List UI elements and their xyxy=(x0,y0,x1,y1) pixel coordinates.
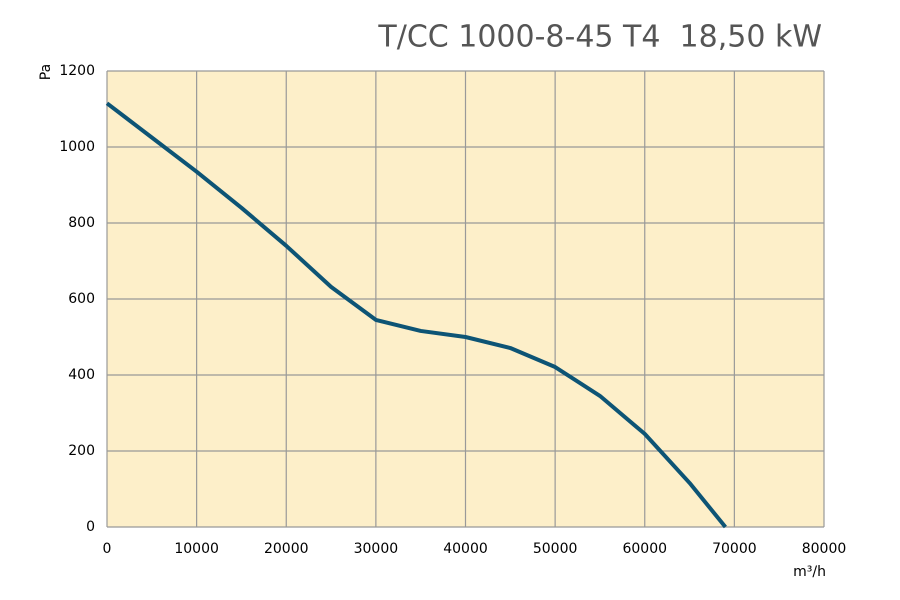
chart-title: T/CC 1000-8-45 T4 18,50 kW xyxy=(377,20,822,55)
x-tick-label: 80000 xyxy=(802,541,847,557)
x-tick-label: 60000 xyxy=(622,541,667,557)
x-tick-label: 70000 xyxy=(712,541,757,557)
data-line xyxy=(105,101,727,529)
x-tick-label: 0 xyxy=(103,541,112,557)
x-tick-label: 20000 xyxy=(264,541,309,557)
y-tick-label: 800 xyxy=(68,215,95,231)
x-tick-label: 40000 xyxy=(443,541,488,557)
y-axis-label: Pa xyxy=(38,64,54,80)
y-tick-label: 1200 xyxy=(59,63,95,79)
x-axis-label: m³/h xyxy=(793,564,826,580)
y-tick-label: 0 xyxy=(86,519,95,535)
y-tick-label: 200 xyxy=(68,443,95,459)
x-tick-label: 50000 xyxy=(533,541,578,557)
y-tick-label: 1000 xyxy=(59,139,95,155)
y-tick-label: 600 xyxy=(68,291,95,307)
x-tick-label: 10000 xyxy=(174,541,219,557)
y-tick-label: 400 xyxy=(68,367,95,383)
x-tick-label: 30000 xyxy=(354,541,399,557)
